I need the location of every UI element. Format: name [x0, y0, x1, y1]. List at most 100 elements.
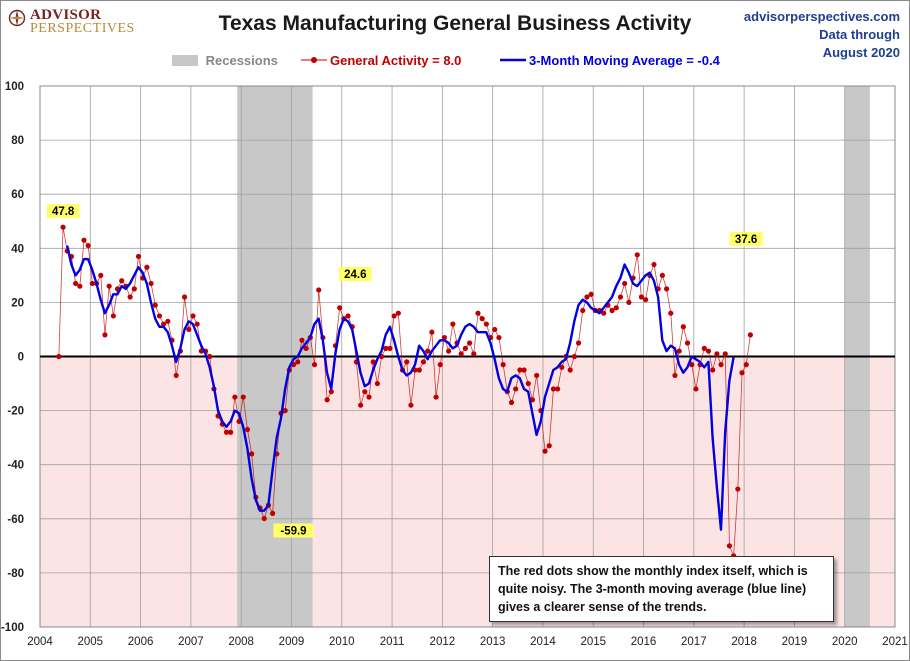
- general-activity-point: [571, 353, 577, 360]
- general-activity-point: [513, 386, 519, 392]
- general-activity-point: [471, 351, 477, 357]
- general-activity-point: [249, 451, 255, 457]
- general-activity-point: [408, 402, 414, 408]
- general-activity-point: [575, 340, 582, 346]
- general-activity-point: [337, 305, 343, 311]
- general-activity-point: [722, 351, 728, 357]
- x-tick-label: 2004: [27, 636, 53, 648]
- general-activity-point: [60, 224, 66, 230]
- y-tick-label: -80: [7, 568, 24, 580]
- general-activity-point: [98, 272, 104, 278]
- general-activity-point: [135, 253, 142, 260]
- chart-title: Texas Manufacturing General Business Act…: [218, 12, 692, 35]
- general-activity-point: [395, 310, 401, 316]
- logo-line1: ADVISOR: [30, 7, 102, 23]
- legend-general: General Activity = 8.0: [301, 53, 461, 68]
- general-activity-point: [479, 316, 485, 322]
- general-activity-point: [316, 287, 322, 293]
- general-activity-point: [643, 297, 649, 303]
- general-activity-point: [726, 543, 733, 549]
- general-activity-point: [521, 367, 527, 373]
- general-activity-point: [680, 324, 686, 330]
- x-tick-label: 2020: [832, 636, 858, 648]
- general-activity-point: [127, 294, 133, 300]
- general-activity-point: [475, 310, 481, 316]
- general-activity-point: [534, 372, 540, 379]
- source-data-through: Data through: [819, 27, 900, 42]
- y-tick-label: 80: [11, 135, 24, 147]
- y-tick-label: 40: [11, 243, 24, 255]
- general-activity-point: [546, 443, 552, 449]
- general-activity-point: [462, 345, 469, 351]
- y-tick-label: -100: [1, 622, 24, 634]
- general-activity-point: [550, 386, 557, 392]
- general-activity-point: [693, 386, 699, 392]
- general-activity-point: [668, 310, 674, 316]
- general-activity-point: [739, 370, 745, 376]
- logo: ADVISOR PERSPECTIVES: [8, 7, 138, 37]
- general-activity-point: [559, 364, 565, 370]
- general-activity-point: [366, 394, 372, 400]
- x-tick-label: 2006: [128, 636, 154, 648]
- general-activity-point: [626, 299, 632, 305]
- general-activity-point: [148, 280, 154, 287]
- general-activity-point: [617, 294, 624, 300]
- general-activity-point: [601, 310, 607, 316]
- annotation-label: -59.9: [280, 526, 306, 538]
- general-activity-point: [383, 345, 389, 351]
- general-activity-point: [525, 380, 531, 387]
- general-activity-point: [609, 307, 615, 314]
- legend-recessions: Recessions: [172, 53, 278, 68]
- x-tick-label: 2010: [329, 636, 355, 648]
- general-activity-point: [689, 362, 695, 368]
- general-activity-point: [295, 359, 301, 365]
- general-activity-point: [584, 294, 590, 300]
- y-tick-label: -20: [7, 406, 24, 418]
- general-activity-point: [131, 286, 137, 292]
- x-tick-label: 2017: [681, 636, 707, 648]
- general-activity-point: [429, 329, 435, 335]
- general-activity-point: [77, 283, 83, 289]
- y-tick-label: -40: [7, 460, 24, 472]
- general-activity-point: [232, 394, 238, 400]
- general-activity-point: [663, 286, 670, 292]
- general-activity-point: [676, 348, 682, 354]
- general-activity-point: [186, 326, 192, 333]
- general-activity-point: [152, 302, 158, 308]
- general-activity-point: [261, 515, 267, 522]
- general-activity-point: [73, 280, 79, 287]
- y-tick-label: 0: [18, 352, 24, 364]
- x-tick-label: 2016: [631, 636, 657, 648]
- x-tick-label: 2019: [782, 636, 808, 648]
- general-activity-point: [119, 278, 125, 284]
- general-activity-point: [517, 367, 523, 373]
- x-tick-label: 2021: [882, 636, 908, 648]
- general-activity-point: [659, 272, 665, 278]
- annotation-highlight: [46, 204, 80, 219]
- general-activity-point: [89, 280, 95, 287]
- x-tick-label: 2009: [279, 636, 305, 648]
- general-activity-point: [458, 351, 464, 357]
- x-tick-label: 2015: [580, 636, 606, 648]
- general-activity-point: [303, 345, 309, 351]
- general-activity-point: [190, 313, 196, 319]
- x-tick-label: 2018: [731, 636, 757, 648]
- legend-general-label: General Activity = 8.0: [330, 53, 462, 68]
- general-activity-point: [270, 510, 276, 516]
- general-activity-point: [613, 305, 619, 311]
- general-activity-point: [483, 321, 489, 327]
- general-activity-point: [228, 429, 234, 435]
- legend-average: 3-Month Moving Average = -0.4: [500, 53, 720, 68]
- x-tick-label: 2012: [430, 636, 456, 648]
- x-tick-label: 2011: [380, 636, 405, 648]
- compass-logo-icon: [8, 9, 26, 27]
- general-activity-point: [425, 348, 431, 354]
- x-tick-label: 2014: [530, 636, 556, 648]
- general-activity-point: [324, 397, 330, 403]
- general-activity-point: [85, 242, 91, 249]
- general-activity-point: [496, 334, 502, 341]
- general-activity-point: [223, 429, 230, 435]
- general-activity-point: [446, 348, 452, 354]
- general-activity-point: [387, 345, 393, 351]
- general-activity-point: [358, 402, 364, 408]
